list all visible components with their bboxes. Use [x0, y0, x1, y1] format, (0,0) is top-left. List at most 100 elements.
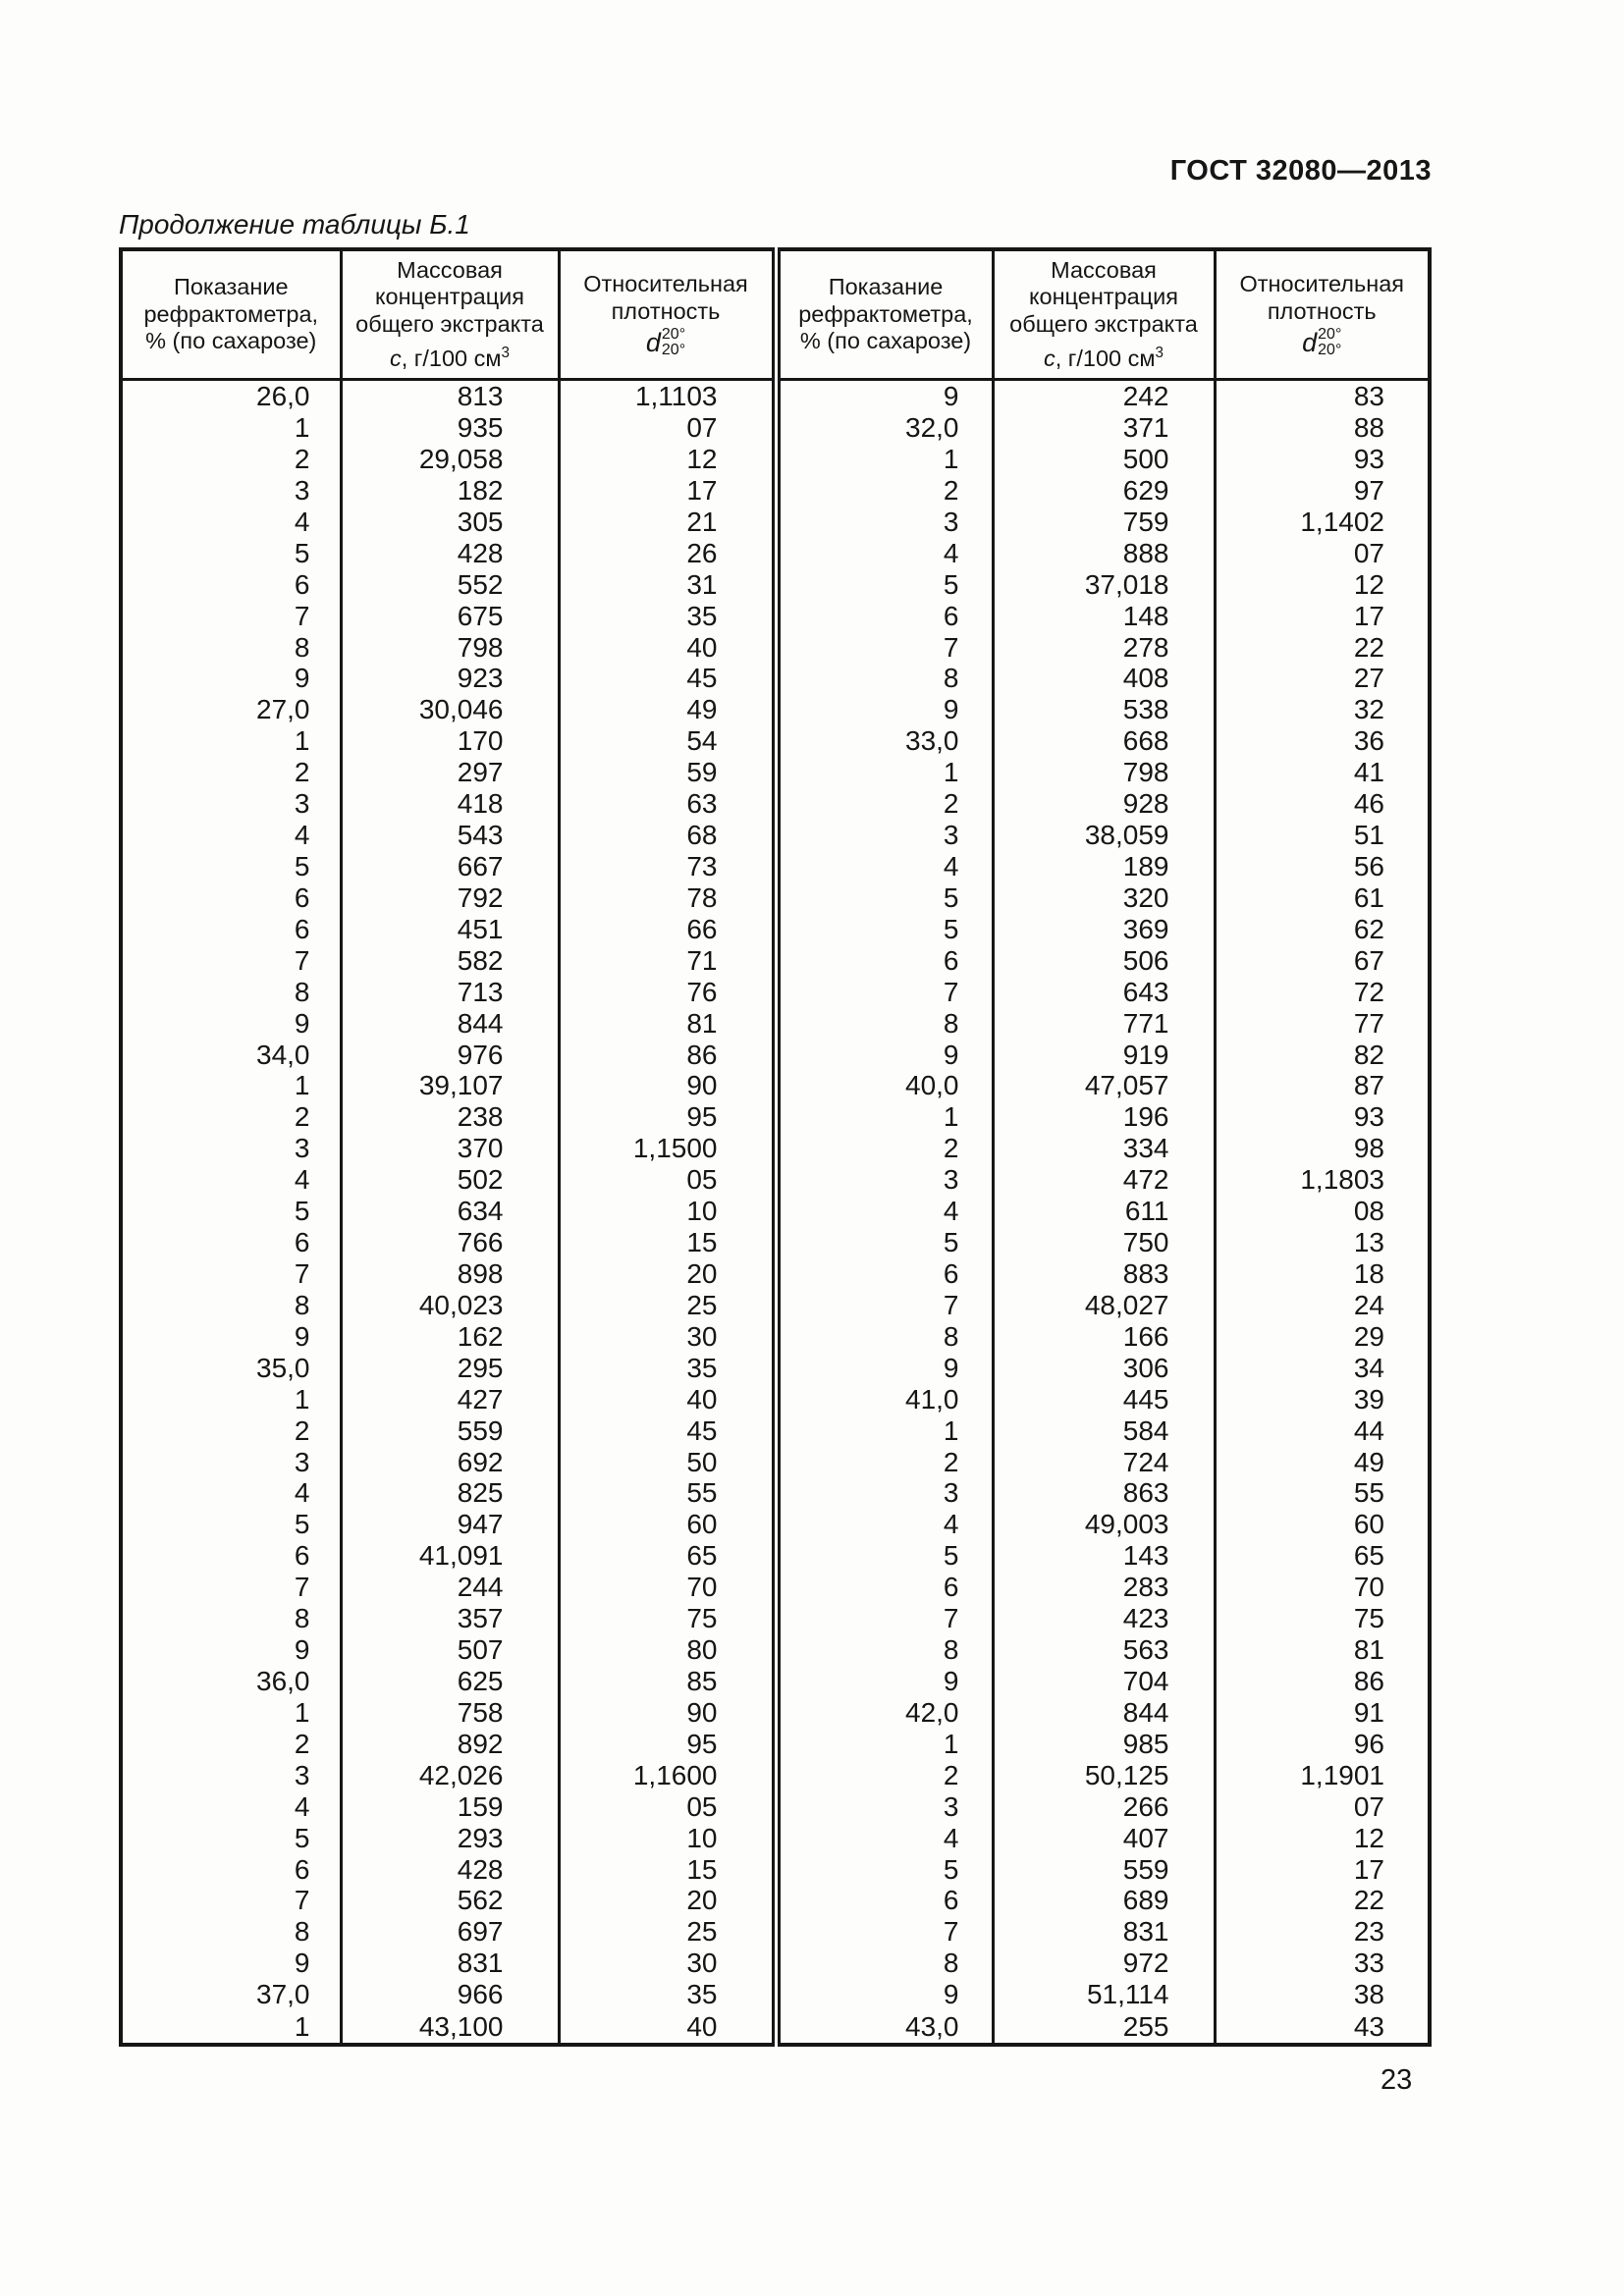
cell: 42,026	[341, 1759, 561, 1791]
cell: 17	[559, 474, 778, 507]
table-row: 8 40,023 25 7 48,027 24	[121, 1289, 1430, 1321]
cell: 625	[341, 1666, 561, 1697]
cell: 30	[559, 1948, 778, 1980]
table-row: 5 947 60 4 49,003 60	[121, 1509, 1430, 1541]
cell: 88	[1353, 412, 1384, 444]
cell: 3	[121, 788, 343, 821]
cell: 1	[121, 412, 343, 445]
table-row: 2 238 95 1 196 93	[121, 1101, 1430, 1134]
table-row: 4 825 55 3 863 55	[121, 1477, 1430, 1510]
cell: 1	[121, 2010, 343, 2045]
table-row: 2 559 45 1 584 44	[121, 1415, 1430, 1447]
cell: 12	[1353, 1822, 1384, 1853]
cell: 771	[993, 1007, 1217, 1040]
cell: 90	[559, 1696, 778, 1729]
cell: 43	[1353, 2010, 1384, 2042]
table-row: 7 675 35 6 148 17	[121, 600, 1430, 632]
cell: 48,027	[993, 1289, 1217, 1321]
cell: 07	[1353, 537, 1384, 568]
cell: 369	[993, 913, 1217, 945]
cell: 20	[559, 1885, 778, 1917]
cell: 40	[559, 1383, 778, 1415]
cell: 33	[1353, 1948, 1384, 1979]
col-header-relative-density-right: Относительная плотность d 20° 20°	[1215, 249, 1430, 381]
cell: 502	[341, 1164, 561, 1197]
cell: 55	[1353, 1477, 1384, 1509]
cell: 10	[559, 1196, 778, 1228]
cell: 611	[993, 1196, 1217, 1228]
cell: 844	[993, 1696, 1217, 1729]
cell: 35	[559, 1979, 778, 2011]
cell: 6	[121, 881, 343, 914]
cell: 1,1600	[559, 1759, 778, 1791]
cell: 242	[993, 379, 1217, 413]
cell: 8	[771, 1320, 995, 1353]
cell: 7	[121, 944, 343, 977]
cell: 2	[121, 444, 343, 475]
cell: 9	[121, 1948, 343, 1980]
cell: 93	[1353, 1101, 1384, 1133]
table-row: 2 892 95 1 985 96	[121, 1728, 1430, 1760]
cell: 506	[993, 944, 1217, 977]
cell: 675	[341, 600, 561, 632]
cell: 91	[1353, 1696, 1384, 1728]
cell: 7	[771, 1603, 995, 1635]
cell: 295	[341, 1352, 561, 1384]
cell: 12	[1353, 568, 1384, 600]
cell: 41	[1353, 757, 1384, 788]
cell: 73	[559, 851, 778, 882]
cell: 07	[559, 412, 778, 445]
cell: 21	[559, 506, 778, 538]
cell: 9	[771, 379, 995, 413]
cell: 283	[993, 1572, 1217, 1604]
cell: 643	[993, 976, 1217, 1008]
cell: 8	[121, 1289, 343, 1321]
cell: 87	[1353, 1070, 1384, 1101]
cell: 8	[121, 1603, 343, 1635]
cell: 713	[341, 976, 561, 1008]
cell: 39,107	[341, 1070, 561, 1102]
cell: 2	[121, 1415, 343, 1447]
cell: 23	[1353, 1916, 1384, 1948]
table-row: 1 427 40 41,0 445 39	[121, 1383, 1430, 1415]
table-row: 6 428 15 5 559 17	[121, 1853, 1430, 1886]
cell: 7	[121, 600, 343, 632]
cell: 451	[341, 913, 561, 945]
table-row: 2 29,058 12 1 500 93	[121, 444, 1430, 475]
cell: 2	[121, 1728, 343, 1760]
cell: 798	[341, 631, 561, 664]
cell: 238	[341, 1101, 561, 1134]
cell: 83	[1353, 381, 1384, 412]
table-row: 7 582 71 6 506 67	[121, 944, 1430, 977]
cell: 418	[341, 788, 561, 821]
cell: 182	[341, 474, 561, 507]
cell: 6	[771, 1885, 995, 1917]
cell: 667	[341, 851, 561, 882]
cell: 60	[1353, 1509, 1384, 1540]
table-row: 5 428 26 4 888 07	[121, 537, 1430, 569]
cell: 692	[341, 1446, 561, 1478]
cell: 320	[993, 881, 1217, 914]
table-row: 4 305 21 3 759 1,1402	[121, 506, 1430, 538]
cell: 59	[559, 757, 778, 789]
table-row: 4 502 05 3 472 1,1803	[121, 1164, 1430, 1197]
cell: 1,1901	[1300, 1759, 1384, 1790]
cell: 935	[341, 412, 561, 445]
cell: 704	[993, 1666, 1217, 1697]
table-row: 6 792 78 5 320 61	[121, 881, 1430, 914]
cell: 82	[1353, 1039, 1384, 1070]
cell: 35	[559, 600, 778, 632]
table-row: 8 798 40 7 278 22	[121, 631, 1430, 664]
cell: 54	[559, 725, 778, 758]
cell: 1	[771, 1101, 995, 1134]
cell: 408	[993, 663, 1217, 695]
cell: 61	[1353, 881, 1384, 913]
cell: 2	[121, 1101, 343, 1134]
cell: 9	[771, 694, 995, 726]
cell: 5	[771, 1853, 995, 1886]
cell: 65	[1353, 1540, 1384, 1572]
cell: 5	[121, 1509, 343, 1541]
cell: 2	[771, 1446, 995, 1478]
table-row: 6 41,091 65 5 143 65	[121, 1540, 1430, 1573]
cell: 500	[993, 444, 1217, 475]
